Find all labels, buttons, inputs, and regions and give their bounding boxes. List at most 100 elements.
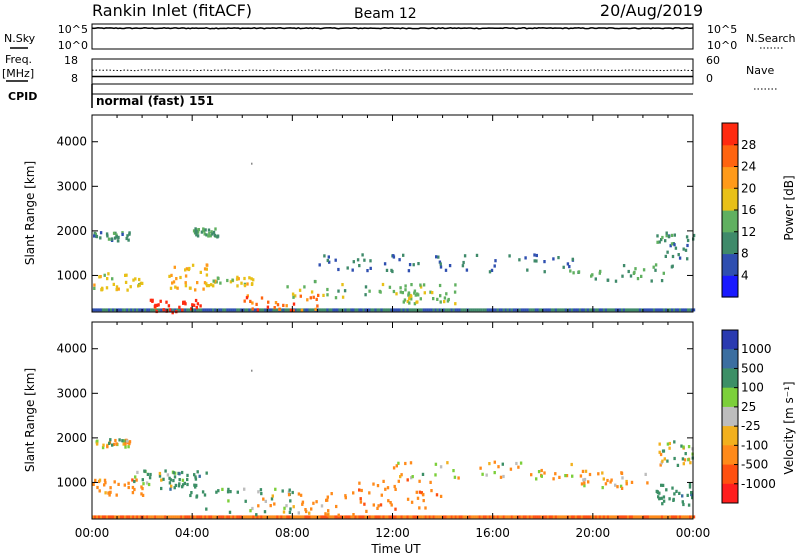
power-cell — [99, 231, 103, 235]
power-cell — [602, 308, 605, 312]
velocity-cell — [552, 477, 555, 481]
velocity-cell — [492, 515, 495, 519]
power-cell — [210, 308, 213, 312]
time-tick-label: 00:00 — [676, 526, 711, 540]
velocity-cell — [102, 515, 105, 519]
power-cell — [304, 308, 307, 312]
velocity-cell — [570, 462, 573, 467]
velocity-cell — [514, 515, 517, 519]
power-cell — [382, 308, 385, 312]
velocity-cell — [490, 515, 493, 519]
power-cell — [107, 272, 110, 276]
power-cell — [532, 308, 535, 312]
velocity-cell — [400, 473, 403, 477]
velocity-cell — [660, 483, 663, 487]
power-cell — [330, 308, 333, 312]
time-tick-label: 04:00 — [175, 526, 210, 540]
velocity-cell — [606, 478, 609, 483]
velocity-cell — [143, 469, 147, 473]
power-cell — [340, 308, 343, 312]
velocity-cell — [422, 499, 425, 503]
velocity-cell — [678, 491, 681, 495]
velocity-cell — [424, 506, 427, 510]
power-cell — [446, 308, 449, 312]
velocity-cell — [537, 470, 541, 474]
power-cell — [526, 308, 529, 312]
power-cell — [164, 308, 167, 312]
power-cell — [612, 308, 616, 312]
velocity-cell — [493, 460, 496, 464]
power-cell — [198, 308, 201, 312]
velocity-cell — [439, 494, 443, 498]
velocity-cell — [244, 499, 247, 503]
velocity-cell — [220, 515, 223, 519]
velocity-cell — [650, 515, 654, 519]
power-cell — [417, 262, 420, 266]
power-cell — [336, 308, 339, 312]
time-axis-title: Time UT — [370, 542, 421, 554]
power-cell — [424, 308, 427, 312]
power-cell — [412, 263, 415, 267]
velocity-cell — [106, 515, 109, 519]
power-x-axis — [91, 115, 694, 312]
velocity-cell — [131, 485, 135, 490]
velocity-cell — [421, 472, 425, 476]
power-cell — [188, 308, 191, 312]
power-cell — [662, 308, 666, 312]
velocity-ytick-label: 4000 — [56, 342, 87, 356]
power-cell — [386, 308, 389, 312]
velocity-cell — [148, 476, 152, 480]
velocity-cell — [646, 481, 649, 485]
power-cell — [606, 278, 610, 282]
velocity-cell — [115, 493, 118, 497]
power-cell — [286, 285, 289, 289]
power-cell — [414, 293, 417, 297]
velocity-cell — [571, 474, 574, 478]
velocity-cell — [660, 515, 664, 519]
velocity-cell — [418, 479, 421, 483]
velocity-cell — [269, 504, 272, 508]
velocity-cell — [612, 515, 616, 519]
power-cell — [502, 308, 505, 312]
velocity-cell — [420, 515, 423, 519]
power-cell — [454, 283, 457, 287]
power-cell — [600, 308, 603, 312]
power-cell — [640, 308, 644, 312]
velocity-cell — [136, 470, 139, 474]
velocity-cell — [662, 515, 666, 519]
power-cell — [665, 231, 668, 235]
velocity-cell — [376, 484, 380, 488]
velocity-cell — [133, 479, 136, 484]
velocity-cell — [268, 515, 271, 519]
velocity-cell — [662, 499, 666, 503]
power-cell — [399, 286, 402, 290]
velocity-cell — [434, 515, 437, 519]
power-cell — [160, 308, 163, 312]
velocity-cell — [565, 474, 569, 478]
power-cell — [94, 308, 97, 312]
power-cell — [380, 308, 383, 312]
power-cell — [644, 308, 648, 312]
velocity-cell — [659, 452, 663, 457]
velocity-cell — [382, 479, 385, 483]
velocity-cell — [601, 471, 604, 475]
velocity-cell — [556, 515, 559, 519]
power-cell — [410, 297, 413, 301]
velocity-cell — [681, 457, 685, 461]
velocity-cell — [131, 478, 134, 482]
power-cell — [98, 308, 101, 312]
velocity-cell — [410, 476, 413, 480]
velocity-cell — [259, 488, 263, 492]
power-colorbar-swatch — [722, 231, 738, 255]
power-cell — [490, 268, 494, 272]
power-cell — [406, 299, 409, 304]
power-cell — [314, 280, 317, 284]
power-colorbar-swatch — [722, 166, 738, 189]
velocity-cell — [221, 487, 224, 491]
power-cell — [407, 269, 411, 273]
power-cell — [106, 308, 109, 312]
velocity-cell — [620, 486, 624, 490]
station-title: Rankin Inlet (fitACF) — [92, 1, 252, 20]
power-cell — [178, 308, 181, 312]
